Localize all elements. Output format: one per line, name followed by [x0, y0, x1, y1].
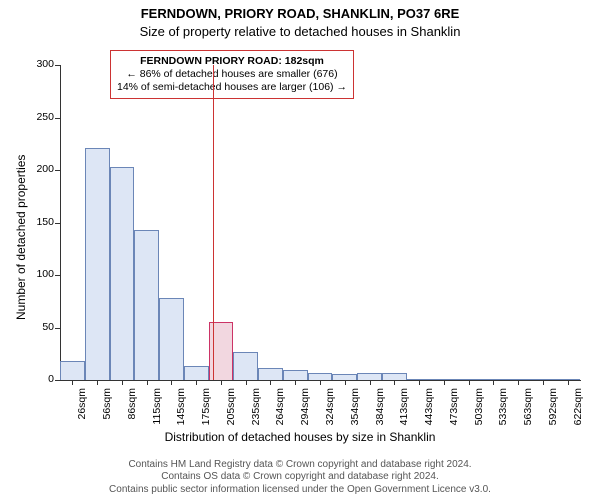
attribution-footer: Contains HM Land Registry data © Crown c… — [0, 459, 600, 497]
x-tick-label: 264sqm — [274, 388, 286, 438]
histogram-bar — [233, 352, 258, 380]
x-tick — [171, 380, 172, 385]
x-tick — [270, 380, 271, 385]
y-tick-label: 50 — [14, 321, 54, 333]
x-tick-label: 503sqm — [473, 388, 485, 438]
x-tick-label: 533sqm — [497, 388, 509, 438]
x-tick-label: 413sqm — [398, 388, 410, 438]
x-tick — [97, 380, 98, 385]
x-tick — [394, 380, 395, 385]
histogram-bar — [60, 361, 85, 380]
x-tick-label: 175sqm — [200, 388, 212, 438]
x-tick — [221, 380, 222, 385]
x-tick-label: 26sqm — [76, 388, 88, 438]
histogram-bar-highlight — [209, 322, 234, 380]
x-tick-label: 294sqm — [299, 388, 311, 438]
histogram-bar — [159, 298, 184, 380]
x-tick-label: 324sqm — [324, 388, 336, 438]
x-tick-label: 86sqm — [126, 388, 138, 438]
y-tick — [55, 170, 60, 171]
x-tick-label: 354sqm — [349, 388, 361, 438]
y-tick — [55, 118, 60, 119]
x-tick — [246, 380, 247, 385]
x-tick — [345, 380, 346, 385]
y-axis-label: Number of detached properties — [14, 155, 28, 320]
y-tick-label: 250 — [14, 111, 54, 123]
x-tick — [568, 380, 569, 385]
page-title: FERNDOWN, PRIORY ROAD, SHANKLIN, PO37 6R… — [0, 6, 600, 21]
histogram-bar — [283, 370, 308, 381]
x-tick-label: 563sqm — [522, 388, 534, 438]
histogram-bar — [184, 366, 209, 380]
x-tick — [72, 380, 73, 385]
y-tick-label: 100 — [14, 268, 54, 280]
x-tick-label: 235sqm — [250, 388, 262, 438]
histogram-bar — [258, 368, 283, 380]
y-tick-label: 300 — [14, 58, 54, 70]
x-tick — [419, 380, 420, 385]
x-tick-label: 443sqm — [423, 388, 435, 438]
y-tick-label: 200 — [14, 163, 54, 175]
x-tick-label: 115sqm — [151, 388, 163, 438]
histogram-plot: 05010015020025030026sqm56sqm86sqm115sqm1… — [60, 65, 580, 380]
x-tick — [147, 380, 148, 385]
x-tick — [320, 380, 321, 385]
histogram-bar — [308, 373, 333, 380]
y-tick — [55, 275, 60, 276]
x-tick-label: 205sqm — [225, 388, 237, 438]
y-tick — [55, 65, 60, 66]
x-tick — [122, 380, 123, 385]
histogram-bar — [134, 230, 159, 380]
x-tick — [295, 380, 296, 385]
x-tick — [493, 380, 494, 385]
x-tick-label: 622sqm — [572, 388, 584, 438]
x-tick-label: 56sqm — [101, 388, 113, 438]
x-tick — [196, 380, 197, 385]
x-tick-label: 592sqm — [547, 388, 559, 438]
y-tick — [55, 223, 60, 224]
footer-line3: Contains public sector information licen… — [0, 484, 600, 497]
y-tick-label: 150 — [14, 216, 54, 228]
page-subtitle: Size of property relative to detached ho… — [0, 24, 600, 39]
footer-line1: Contains HM Land Registry data © Crown c… — [0, 459, 600, 472]
y-tick-label: 0 — [14, 373, 54, 385]
x-tick-label: 473sqm — [448, 388, 460, 438]
histogram-bar — [357, 373, 382, 380]
histogram-bar — [382, 373, 407, 380]
x-tick-label: 145sqm — [175, 388, 187, 438]
x-tick — [518, 380, 519, 385]
x-tick-label: 384sqm — [374, 388, 386, 438]
x-tick — [370, 380, 371, 385]
histogram-bar — [85, 148, 110, 380]
y-tick — [55, 380, 60, 381]
x-tick — [444, 380, 445, 385]
y-tick — [55, 328, 60, 329]
histogram-bar — [110, 167, 135, 380]
footer-line2: Contains OS data © Crown copyright and d… — [0, 471, 600, 484]
reference-line — [213, 65, 214, 380]
x-tick — [543, 380, 544, 385]
x-tick — [469, 380, 470, 385]
